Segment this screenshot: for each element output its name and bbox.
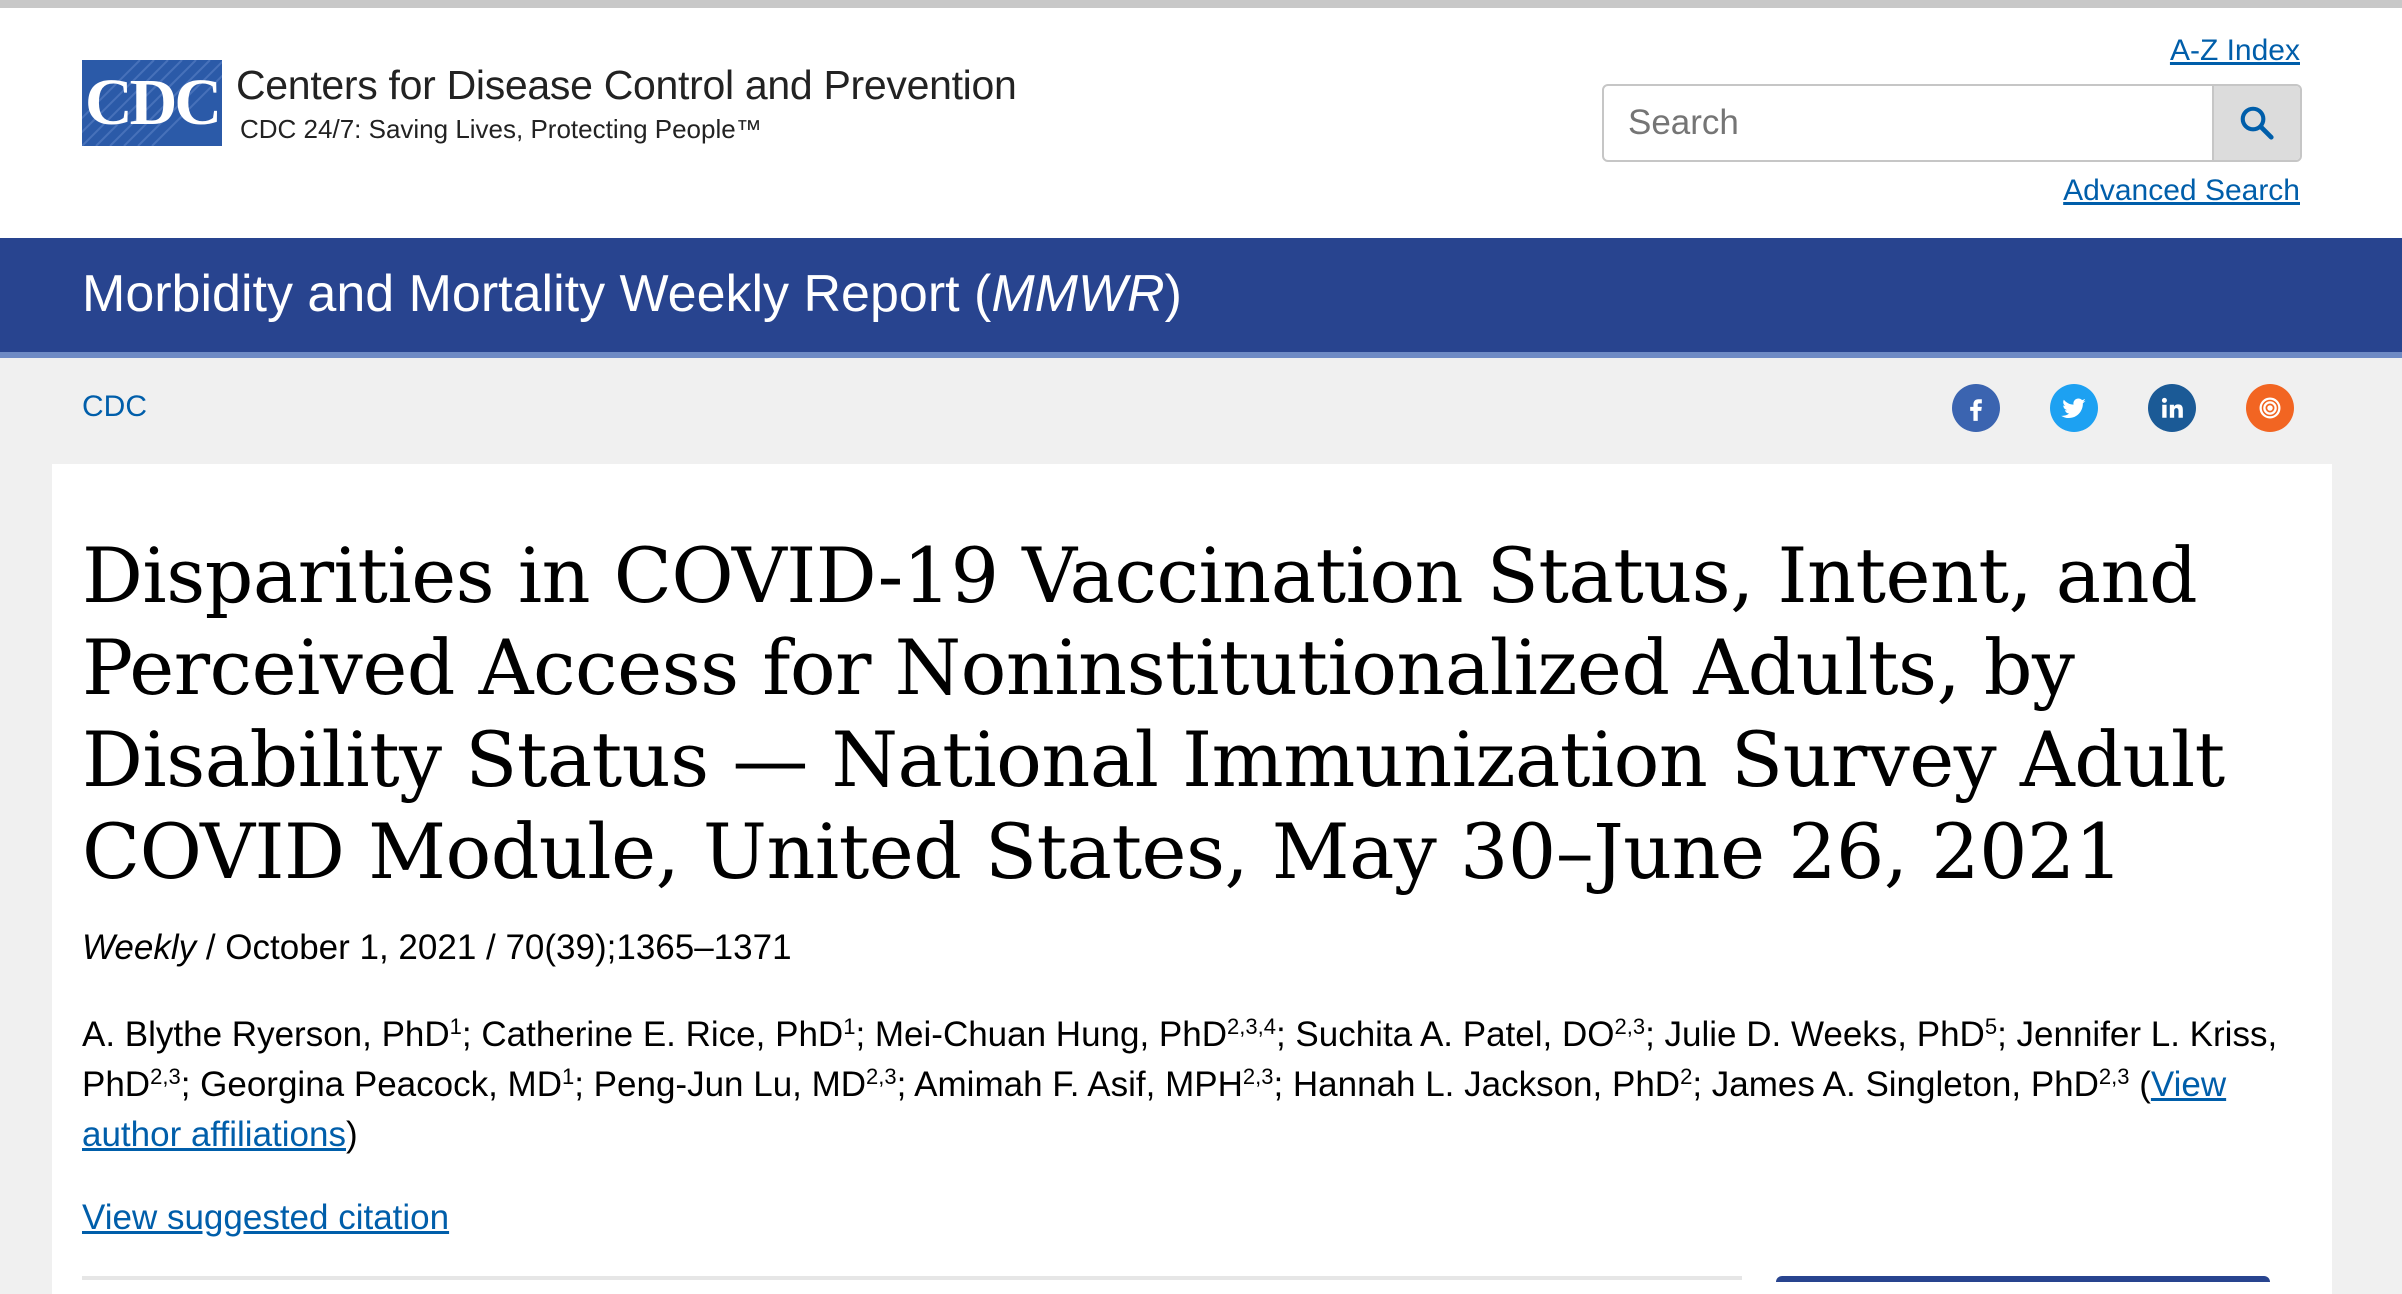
top-border — [0, 0, 2402, 8]
author-name: Julie D. Weeks, PhD — [1664, 1015, 1985, 1054]
mmwr-banner — [0, 238, 2402, 352]
author-affiliation-marker: 2,3 — [2098, 1064, 2130, 1089]
banner-title-prefix: Morbidity and Mortality Weekly Report ( — [82, 265, 992, 323]
view-author-affiliations-link[interactable]: View author affiliations — [82, 1065, 2227, 1154]
article-date-volume: / October 1, 2021 / 70(39);1365–1371 — [196, 928, 792, 967]
author-name: Suchita A. Patel, DO — [1295, 1015, 1615, 1054]
agency-tagline: CDC 24/7: Saving Lives, Protecting Peopl… — [240, 114, 762, 144]
author-affiliation-marker: 2,3 — [1614, 1014, 1646, 1039]
view-suggested-citation-link[interactable]: View suggested citation — [82, 1198, 450, 1237]
section-tab[interactable] — [1776, 1276, 2270, 1282]
logo-text: CDC — [85, 66, 222, 139]
az-index-link[interactable]: A-Z Index — [2169, 34, 2300, 67]
article-series: Weekly — [82, 928, 197, 967]
author-name: Catherine E. Rice, PhD — [481, 1015, 844, 1054]
author-affiliation-marker: 1 — [449, 1014, 462, 1039]
facebook-icon[interactable] — [1952, 384, 2000, 432]
twitter-icon[interactable] — [2050, 384, 2098, 432]
banner-title-abbrev: MMWR — [991, 265, 1165, 323]
author-name: Amimah F. Asif, MPH — [914, 1065, 1243, 1104]
article-title: Disparities in COVID-19 Vaccination Stat… — [82, 531, 2225, 896]
agency-name[interactable]: Centers for Disease Control and Preventi… — [236, 62, 1017, 108]
search-input[interactable] — [1604, 86, 2216, 160]
author-name: Peng-Jun Lu, MD — [593, 1065, 867, 1104]
banner-underline — [0, 352, 2402, 358]
author-affiliation-marker: 2,3,4 — [1227, 1014, 1276, 1039]
author-entries: A. Blythe Ryerson, PhD1; Catherine E. Ri… — [82, 1014, 2278, 1104]
twitter-glyph — [2061, 398, 2086, 419]
author-name: Georgina Peacock, MD — [200, 1065, 562, 1104]
facebook-glyph — [1970, 399, 1982, 421]
logo-stripes — [82, 60, 222, 146]
author-affiliation-marker: 5 — [1984, 1014, 1998, 1039]
mmwr-banner-title[interactable]: Morbidity and Mortality Weekly Report (M… — [82, 264, 1182, 324]
search-box — [1602, 84, 2302, 162]
author-name: A. Blythe Ryerson, PhD — [82, 1015, 450, 1054]
author-affiliation-marker: 2,3 — [1242, 1064, 1274, 1089]
breadcrumb-cdc[interactable]: CDC — [82, 390, 147, 423]
author-affiliation-marker: 2 — [1680, 1064, 1693, 1089]
advanced-search-link[interactable]: Advanced Search — [2063, 174, 2300, 207]
cdc-logo[interactable]: CDC — [82, 60, 222, 146]
syndicate-icon[interactable] — [2246, 384, 2294, 432]
banner-title-suffix: ) — [1164, 265, 1182, 323]
linkedin-glyph — [2161, 397, 2183, 418]
author-name: Hannah L. Jackson, PhD — [1292, 1065, 1681, 1104]
search-icon — [2240, 106, 2274, 140]
search-button[interactable] — [2212, 86, 2300, 160]
author-name: James A. Singleton, PhD — [1711, 1065, 2099, 1104]
linkedin-icon[interactable] — [2148, 384, 2196, 432]
author-affiliation-marker: 2,3 — [150, 1064, 181, 1089]
author-list: A. Blythe Ryerson, PhD1; Catherine E. Ri… — [82, 1014, 2278, 1154]
author-affiliation-marker: 2,3 — [866, 1064, 897, 1089]
author-name: Mei-Chuan Hung, PhD — [874, 1015, 1228, 1054]
article-meta: Weekly / October 1, 2021 / 70(39);1365–1… — [82, 928, 792, 968]
article-card — [52, 464, 2332, 1294]
section-divider — [82, 1276, 1742, 1280]
author-affiliation-marker: 1 — [843, 1014, 856, 1039]
author-name: Jennifer L. Kriss, PhD — [82, 1015, 2278, 1104]
syndicate-glyph — [2259, 397, 2281, 419]
author-affiliation-marker: 1 — [561, 1064, 575, 1089]
